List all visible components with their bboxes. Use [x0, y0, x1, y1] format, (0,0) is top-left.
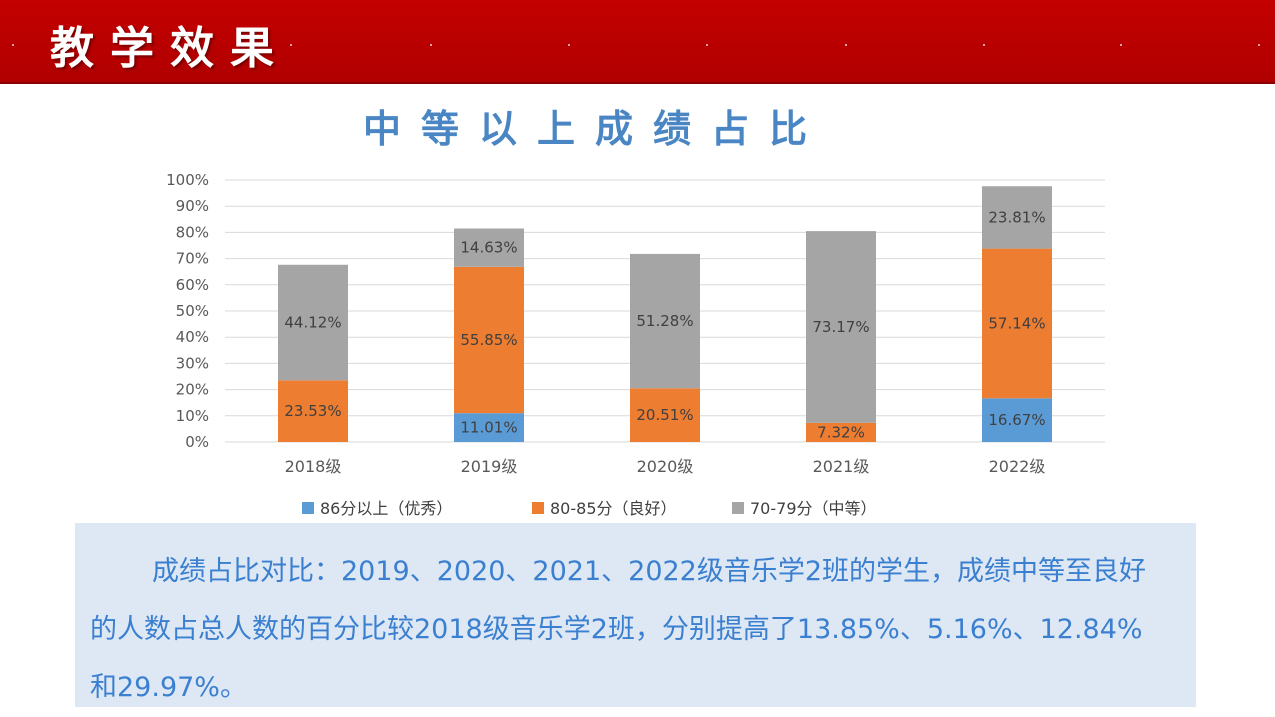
legend-label: 86分以上（优秀） — [320, 499, 452, 518]
data-label: 14.63% — [460, 239, 517, 257]
stacked-bar-chart: 0% 10% 20% 30% 40% 50% 60% 70% 80% 90% 100% 23.53% 4… — [166, 171, 1105, 518]
y-tick-label: 30% — [176, 354, 209, 372]
x-tick-label: 2021级 — [813, 457, 870, 476]
data-label: 57.14% — [988, 314, 1045, 332]
bar-segment — [982, 248, 1052, 399]
bar-segment — [806, 231, 876, 423]
page-title: 教学效果 — [50, 23, 290, 74]
y-tick-label: 0% — [185, 433, 209, 451]
bar-segment — [278, 264, 348, 381]
data-label: 73.17% — [812, 318, 869, 336]
x-tick-label: 2020级 — [637, 457, 694, 476]
legend-swatch — [302, 502, 314, 514]
bar-segment — [454, 413, 524, 442]
summary-text: 成绩占比对比：2019、2020、2021、2022级音乐学2班的学生，成绩中等… — [90, 556, 1147, 703]
y-tick-label: 50% — [176, 302, 209, 320]
x-tick-label: 2018级 — [285, 457, 342, 476]
y-tick-label: 20% — [176, 381, 209, 399]
y-tick-label: 10% — [176, 407, 209, 425]
legend-label: 70-79分（中等） — [750, 499, 877, 518]
chart-title: 中等以上成绩占比 — [362, 107, 827, 151]
bar-segment — [982, 186, 1052, 249]
data-label: 23.53% — [284, 402, 341, 420]
y-tick-label: 80% — [176, 223, 209, 241]
y-tick-label: 40% — [176, 328, 209, 346]
bar-segment — [982, 398, 1052, 442]
data-label: 7.32% — [817, 423, 865, 441]
data-label: 51.28% — [636, 312, 693, 330]
y-tick-label: 90% — [176, 197, 209, 215]
data-label: 55.85% — [460, 331, 517, 349]
bar-segment — [278, 380, 348, 442]
y-tick-label: 70% — [176, 250, 209, 268]
bar-segment — [454, 228, 524, 267]
legend-label: 80-85分（良好） — [550, 499, 677, 518]
data-label: 20.51% — [636, 406, 693, 424]
x-tick-label: 2022级 — [989, 457, 1046, 476]
bar-segment — [630, 388, 700, 442]
legend-swatch — [732, 502, 744, 514]
legend-swatch — [532, 502, 544, 514]
data-label: 44.12% — [284, 314, 341, 332]
data-label: 11.01% — [460, 419, 517, 437]
y-tick-label: 60% — [176, 276, 209, 294]
bar-segment — [630, 253, 700, 389]
bar-segment — [806, 422, 876, 442]
summary-box: 成绩占比对比：2019、2020、2021、2022级音乐学2班的学生，成绩中等… — [75, 523, 1196, 707]
x-tick-label: 2019级 — [461, 457, 518, 476]
bar-segment — [454, 266, 524, 414]
data-label: 23.81% — [988, 208, 1045, 226]
y-tick-label: 100% — [166, 171, 209, 189]
data-label: 16.67% — [988, 411, 1045, 429]
header-bar: 教学效果 — [0, 0, 1275, 84]
